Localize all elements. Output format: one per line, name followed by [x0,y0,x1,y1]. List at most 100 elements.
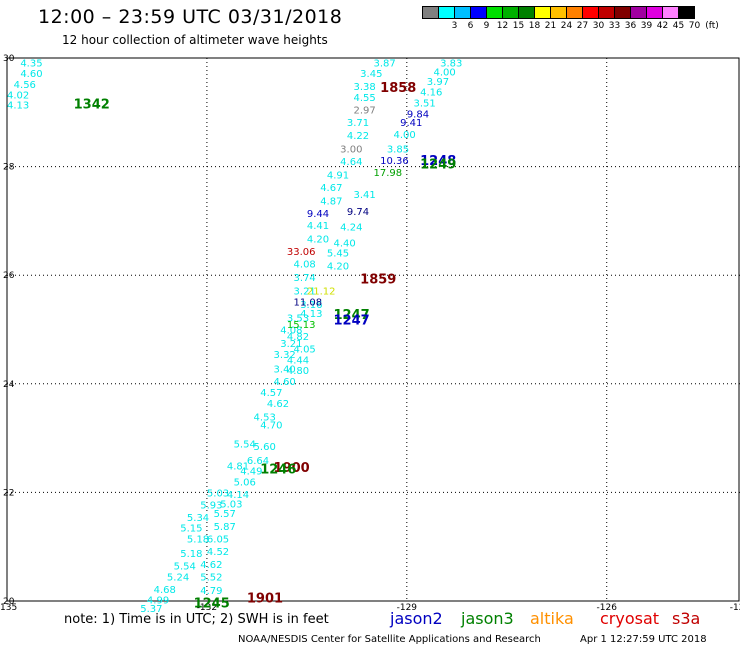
wave-height-label: 5.03 [207,488,229,499]
legend-label: 33 [608,21,621,31]
wave-height-label: 6.05 [207,535,229,546]
wave-height-label: 4.00 [433,68,455,79]
wave-height-label: 4.13 [300,309,322,320]
x-tick-label: -124 [730,603,740,613]
wave-height-label: 3.41 [354,190,376,201]
wave-height-label: 4.82 [287,332,309,343]
wave-height-label: 4.53 [254,412,276,423]
wave-height-label: 15.13 [287,320,316,331]
legend-label: 24 [560,21,573,31]
wave-height-label: 3.00 [340,145,362,156]
pass-time-label: 1900 [274,461,310,476]
credit-line: NOAA/NESDIS Center for Satellite Applica… [238,634,541,645]
wave-height-label: 4.44 [287,355,309,366]
wave-height-label: 3.16 [300,300,322,311]
wave-height-label: 4.87 [320,196,342,207]
wave-height-label: 9.41 [400,118,422,129]
legend-label: 27 [576,21,589,31]
wave-height-label: 2.97 [354,106,376,117]
wave-height-label: 4.14 [227,490,249,501]
wave-height-label: 4.60 [20,69,42,80]
wave-height-label: 5.06 [234,478,256,489]
pass-time-label: 1342 [74,98,110,113]
footer-note: note: 1) Time is in UTC; 2) SWH is in fe… [64,612,329,627]
wave-height-label: 21.12 [307,286,336,297]
wave-height-label: 9.44 [307,209,329,220]
wave-height-label: 3.32 [274,350,296,361]
wave-height-label: 5.34 [187,513,209,524]
wave-height-label: 5.18 [187,535,209,546]
satellite-jason3: jason3 [461,609,514,628]
wave-height-label: 4.20 [307,234,329,245]
wave-height-label: 4.91 [327,171,349,182]
wave-height-label: 4.20 [327,261,349,272]
legend-label: 30 [592,21,605,31]
color-legend [422,6,695,19]
wave-height-label: 3.21 [294,286,316,297]
x-tick-label: -132 [197,603,217,613]
wave-height-label: 4.67 [320,183,342,194]
wave-height-label: 4.35 [20,58,42,69]
wave-height-label: 5.93 [200,500,222,511]
wave-height-label: 5.24 [167,573,189,584]
wave-height-label: 3.85 [387,145,409,156]
wave-height-label: 5.87 [214,522,236,533]
wave-height-label: 6.64 [247,456,269,467]
pass-time-label: 1246 [260,463,296,478]
wave-height-label: 4.05 [294,345,316,356]
wave-height-label: 4.13 [7,101,29,112]
legend-unit: (ft) [705,21,719,31]
wave-height-label: 4.52 [207,547,229,558]
wave-height-label: 3.87 [374,58,396,69]
legend-label: 9 [483,21,490,31]
wave-height-label: 5.52 [200,573,222,584]
wave-height-label: 4.64 [340,157,362,168]
pass-time-label: 1247 [334,308,370,323]
x-tick-label: -126 [597,603,618,613]
wave-height-label: 4.79 [200,586,222,597]
wave-height-label: 3.40 [274,365,296,376]
pass-time-label: 1248 [420,154,456,169]
wave-height-label: 33.06 [287,247,316,258]
satellite-altika: altika [530,609,574,628]
wave-height-label: 4.62 [200,560,222,571]
wave-height-label: 4.70 [260,421,282,432]
y-tick-label: 26 [3,271,15,281]
wave-height-label: 5.54 [234,440,256,451]
x-tick-label: -135 [0,603,17,613]
wave-height-label: 3.45 [360,69,382,80]
pass-time-label: 1858 [380,81,416,96]
wave-height-label: 5.37 [140,604,162,615]
legend-label: 45 [672,21,685,31]
wave-height-label: 4.81 [227,461,249,472]
wave-height-label: 11.08 [294,297,323,308]
wave-height-label: 4.08 [280,326,302,337]
wave-height-label: 4.08 [294,259,316,270]
wave-height-label: 17.98 [374,168,403,179]
wave-height-label: 4.55 [354,93,376,104]
wave-height-label: 4.80 [287,366,309,377]
chart-title: 12:00 – 23:59 UTC 03/31/2018 [38,6,343,28]
wave-height-label: 3.53 [287,314,309,325]
pass-time-label: 1901 [247,591,283,606]
wave-height-label: 4.57 [260,388,282,399]
wave-height-label: 4.22 [347,131,369,142]
satellite-s3a: s3a [672,609,701,628]
wave-height-label: 5.15 [180,524,202,535]
wave-height-label: 4.24 [340,222,362,233]
legend-label: 70 [688,21,701,31]
y-tick-label: 24 [3,380,15,390]
generation-timestamp: Apr 1 12:27:59 UTC 2018 [580,634,707,645]
y-tick-label: 20 [3,597,15,607]
y-tick-label: 28 [3,163,15,173]
legend-label: 6 [467,21,474,31]
wave-height-label: 3.51 [413,99,435,110]
wave-height-label: 4.16 [420,88,442,99]
legend-label: 42 [656,21,669,31]
wave-height-label: 4.56 [14,80,36,91]
wave-height-label: 4.99 [147,595,169,606]
legend-label: 21 [544,21,557,31]
x-tick-label: -129 [397,603,418,613]
satellite-cryosat: cryosat [600,609,660,628]
